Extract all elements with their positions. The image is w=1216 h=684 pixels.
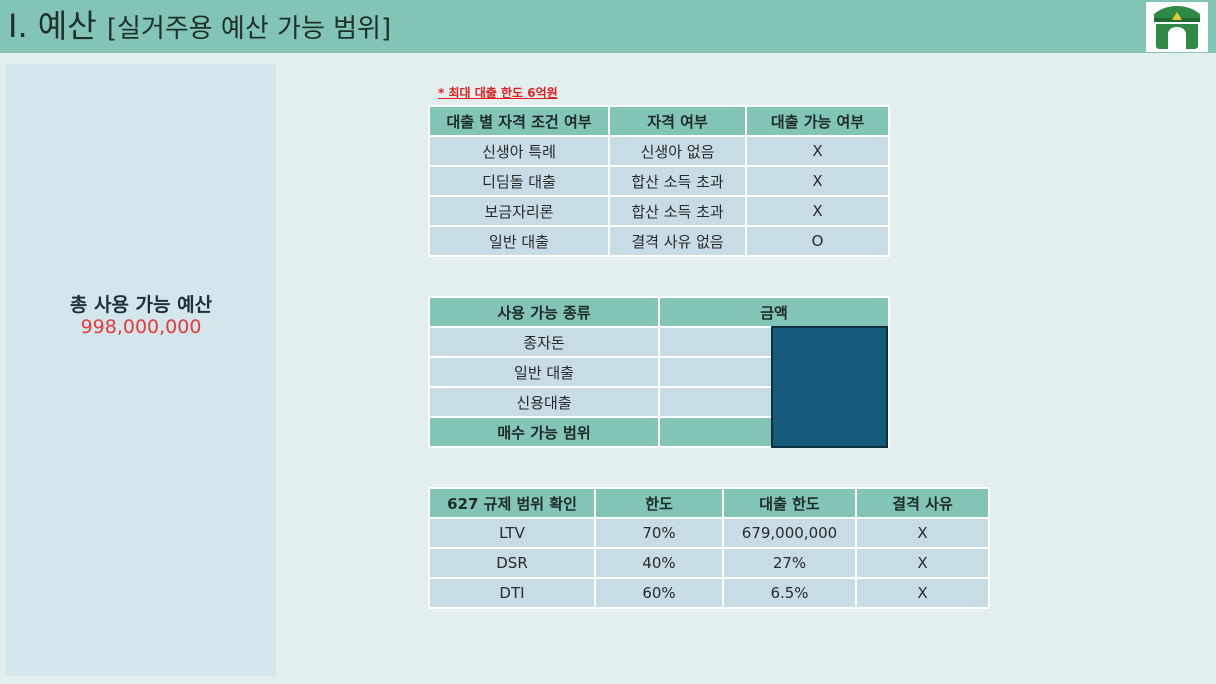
table-cell: 디딤돌 대출: [428, 165, 610, 197]
table-cell: 합산 소득 초과: [608, 195, 747, 227]
table-cell: 합산 소득 초과: [608, 165, 747, 197]
table-cell: O: [745, 225, 890, 257]
table-cell: 60%: [594, 577, 724, 609]
budget-summary-panel: 총 사용 가능 예산 998,000,000: [6, 64, 276, 676]
table-cell: X: [745, 165, 890, 197]
column-header: 대출 한도: [722, 487, 857, 519]
table-row: DSR 40% 27% X: [428, 547, 990, 579]
table-cell: 679,000,000: [722, 517, 857, 549]
table-header-row: 대출 별 자격 조건 여부 자격 여부 대출 가능 여부: [428, 105, 890, 137]
table-cell: 일반 대출: [428, 225, 610, 257]
table-cell: X: [855, 577, 990, 609]
column-header: 627 규제 범위 확인: [428, 487, 596, 519]
table-row: DTI 60% 6.5% X: [428, 577, 990, 609]
table-cell: 매수 가능 범위: [428, 416, 660, 448]
table-cell: 40%: [594, 547, 724, 579]
column-header: 한도: [594, 487, 724, 519]
table-cell: DSR: [428, 547, 596, 579]
max-loan-note: * 최대 대출 한도 6억원: [438, 86, 558, 100]
table-cell: 보금자리론: [428, 195, 610, 227]
total-budget-label: 총 사용 가능 예산: [69, 294, 213, 316]
table-row: 디딤돌 대출 합산 소득 초과 X: [428, 165, 890, 197]
table-cell: 70%: [594, 517, 724, 549]
table-cell: X: [855, 547, 990, 579]
column-header: 자격 여부: [608, 105, 747, 137]
column-header: 금액: [658, 296, 890, 328]
table-row: 신생아 특례 신생아 없음 X: [428, 135, 890, 167]
table-cell: 신생아 없음: [608, 135, 747, 167]
table-cell: 27%: [722, 547, 857, 579]
table-cell: DTI: [428, 577, 596, 609]
table-cell: X: [855, 517, 990, 549]
table-row: 일반 대출 결격 사유 없음 O: [428, 225, 890, 257]
column-header: 대출 별 자격 조건 여부: [428, 105, 610, 137]
regulation-check-table: 627 규제 범위 확인 한도 대출 한도 결격 사유 LTV 70% 679,…: [428, 487, 990, 609]
table-cell: 종자돈: [428, 326, 660, 358]
table-cell: 6.5%: [722, 577, 857, 609]
header-bar: I. 예산 [실거주용 예산 가능 범위]: [0, 0, 1216, 53]
page-title-subtitle: [실거주용 예산 가능 범위]: [106, 14, 392, 44]
table-cell: 신생아 특례: [428, 135, 610, 167]
table-cell: 결격 사유 없음: [608, 225, 747, 257]
table-cell: LTV: [428, 517, 596, 549]
page-title-main: I. 예산: [8, 7, 97, 45]
table-row: 보금자리론 합산 소득 초과 X: [428, 195, 890, 227]
table-cell: X: [745, 135, 890, 167]
loan-eligibility-table: 대출 별 자격 조건 여부 자격 여부 대출 가능 여부 신생아 특례 신생아 …: [428, 105, 890, 257]
table-header-row: 627 규제 범위 확인 한도 대출 한도 결격 사유: [428, 487, 990, 519]
column-header: 대출 가능 여부: [745, 105, 890, 137]
page-title: I. 예산 [실거주용 예산 가능 범위]: [8, 6, 391, 49]
table-header-row: 사용 가능 종류 금액: [428, 296, 890, 328]
column-header: 결격 사유: [855, 487, 990, 519]
table-row: LTV 70% 679,000,000 X: [428, 517, 990, 549]
masked-amount-block: [771, 326, 888, 448]
table-cell: 신용대출: [428, 386, 660, 418]
table-cell: X: [745, 195, 890, 227]
table-cell: 일반 대출: [428, 356, 660, 388]
total-budget-value: 998,000,000: [80, 316, 202, 338]
column-header: 사용 가능 종류: [428, 296, 660, 328]
gate-logo-icon: [1146, 2, 1208, 52]
